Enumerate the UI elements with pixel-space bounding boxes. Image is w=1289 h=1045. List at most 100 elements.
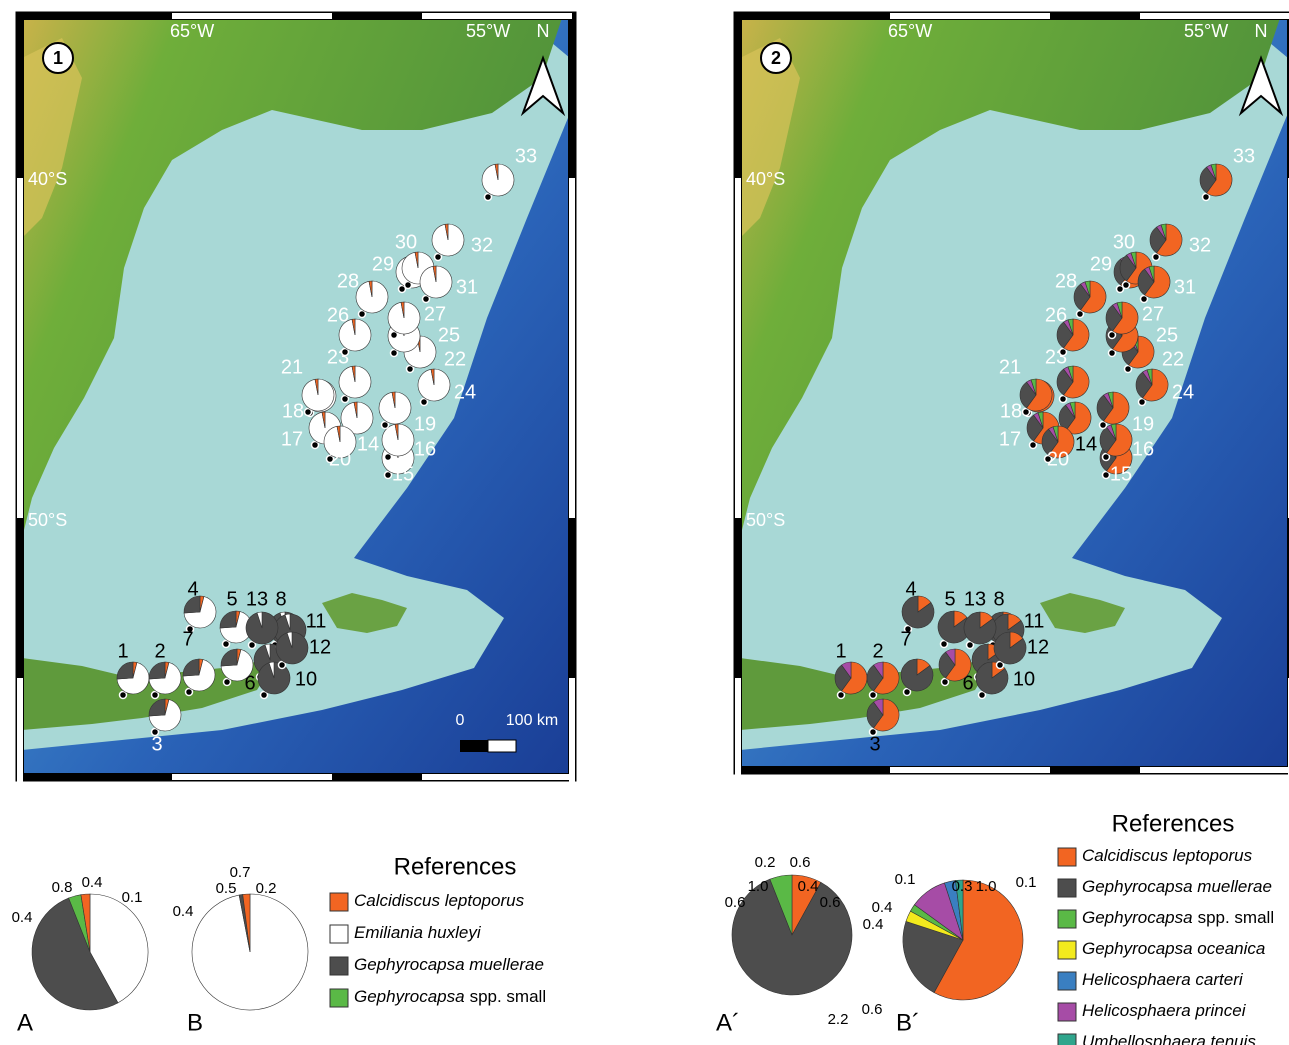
station-label: 25 [1156, 324, 1178, 346]
pie-label: 1.0 [976, 878, 997, 895]
station-label: 16 [1132, 438, 1154, 460]
station-dot [997, 662, 1004, 669]
station-label: 32 [1189, 234, 1211, 256]
legend-swatch [1058, 910, 1076, 928]
station-label: 7 [182, 628, 193, 650]
station-dot [1123, 282, 1130, 289]
station-label: 27 [424, 303, 446, 325]
legend-genus: Gephyrocapsa muellerae [1082, 877, 1272, 896]
frame-seg [890, 767, 1050, 773]
station-label: 29 [1090, 253, 1112, 275]
station-dot [904, 689, 911, 696]
lon-label: 55°W [466, 21, 510, 41]
pie-label: 0.6 [790, 854, 811, 871]
pie-label: 0.4 [12, 909, 33, 926]
figure: 1234567891011121314151617181920212223242… [0, 0, 1289, 1045]
pie-letter: A [17, 1009, 33, 1036]
pie-label: 1.0 [748, 878, 769, 895]
frame-seg [735, 678, 741, 798]
legend-entry: Calcidiscus leptoporus [1082, 846, 1253, 865]
station-label: 10 [295, 668, 317, 690]
station-label: 8 [275, 588, 286, 610]
lon-label: 65°W [888, 21, 932, 41]
legend-swatch [330, 925, 348, 943]
station-label: 31 [456, 276, 478, 298]
legend-genus: Emiliania huxleyi [354, 923, 482, 942]
legend-genus: Helicosphaera carteri [1082, 970, 1244, 989]
station-label: 1 [835, 640, 846, 662]
station-label: 14 [1075, 433, 1097, 455]
legend-genus: Umbellosphaera tenuis [1082, 1032, 1256, 1045]
legend-genus: Helicosphaera princei [1082, 1001, 1247, 1020]
station-label: 14 [357, 433, 379, 455]
station-label: 11 [1024, 610, 1045, 632]
scale-label: 0 [456, 712, 465, 729]
legend-genus: Calcidiscus leptoporus [354, 891, 525, 910]
legend-entry: Gephyrocapsaspp. small [1082, 908, 1274, 927]
station-label: 17 [999, 428, 1021, 450]
frame-seg [17, 178, 23, 518]
frame-seg [1140, 767, 1289, 773]
pie-letter: A´ [716, 1009, 740, 1036]
station-label: 19 [1132, 413, 1154, 435]
station-label: 8 [993, 588, 1004, 610]
station-dot [1100, 422, 1107, 429]
station-label: 26 [1045, 304, 1067, 326]
station-label: 21 [999, 356, 1021, 378]
station-label: 11 [306, 610, 327, 632]
legend-swatch [330, 989, 348, 1007]
station-label: 17 [281, 428, 303, 450]
pie-label: 0.6 [725, 894, 746, 911]
legend-swatch [1058, 972, 1076, 990]
station-label: 13 [964, 588, 986, 610]
legend-entry: Helicosphaera carteri [1082, 970, 1244, 989]
pie-label: 0.7 [230, 864, 251, 881]
station-label: 21 [281, 356, 303, 378]
legend-swatch [330, 893, 348, 911]
legend-entry: Umbellosphaera tenuis [1082, 1032, 1256, 1045]
station-dot [1125, 366, 1132, 373]
map: 1234567891011121314151617181920212223242… [740, 18, 1288, 775]
station-label: 28 [1055, 270, 1077, 292]
pie-label: 0.4 [872, 899, 893, 916]
pie-letter: B´ [896, 1009, 920, 1036]
station-label: 13 [246, 588, 268, 610]
legend-title: References [394, 853, 517, 880]
station-label: 22 [444, 348, 466, 370]
station-label: 12 [309, 636, 331, 658]
station-label: 33 [1233, 145, 1255, 167]
lat-label: 50°S [746, 510, 785, 530]
station-label: 20 [329, 448, 351, 470]
frame-seg [172, 774, 332, 780]
station-label: 3 [151, 733, 162, 755]
pie-label: 0.5 [216, 880, 237, 897]
station-dot [1030, 442, 1037, 449]
station-label: 28 [337, 270, 359, 292]
legend-entry: Gephyrocapsa muellerae [1082, 877, 1272, 896]
pie-label: 0.4 [863, 916, 884, 933]
frame-seg [172, 13, 332, 19]
station-dot [979, 692, 986, 699]
frame-seg [890, 13, 1050, 19]
station-dot [1141, 296, 1148, 303]
station-dot [941, 641, 948, 648]
station-label: 10 [1013, 668, 1035, 690]
legend-swatch [1058, 848, 1076, 866]
station-label: 18 [1000, 400, 1022, 422]
pie-label: 0.6 [820, 894, 841, 911]
pie-label: 0.4 [798, 878, 819, 895]
station-dot [120, 692, 127, 699]
station-label: 4 [187, 578, 198, 600]
station-dot [1060, 396, 1067, 403]
pie-label: 0.4 [173, 903, 194, 920]
pie-label: 0.3 [952, 878, 973, 895]
legend-swatch [1058, 1003, 1076, 1021]
page: 1234567891011121314151617181920212223242… [0, 0, 1289, 1045]
pie-label: 0.2 [755, 854, 776, 871]
station-label: 4 [905, 578, 916, 600]
legend-swatch [1058, 1034, 1076, 1045]
station-label: 16 [414, 438, 436, 460]
station-label: 30 [1113, 231, 1135, 253]
station-dot [1060, 349, 1067, 356]
station-label: 29 [372, 253, 394, 275]
